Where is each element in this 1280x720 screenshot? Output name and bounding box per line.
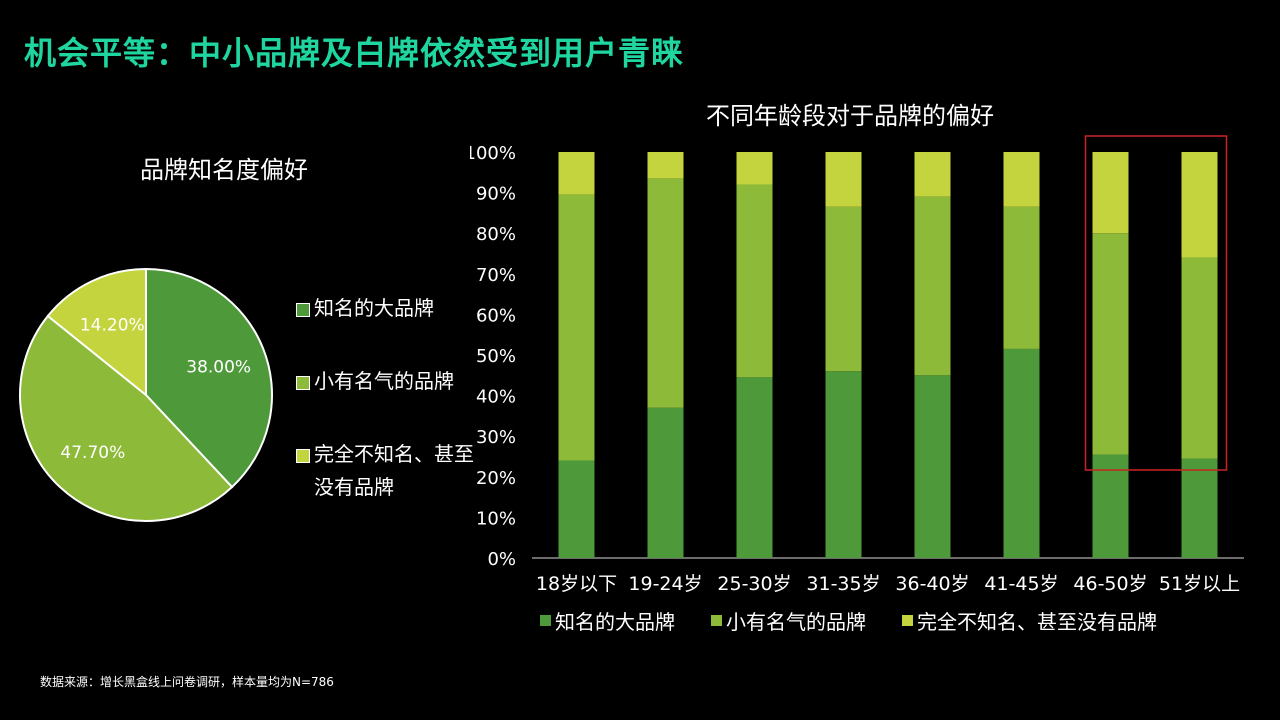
pie-legend-item-somewhat: 小有名气的品牌 xyxy=(296,365,476,398)
bar-segment-unknown xyxy=(1092,152,1129,234)
bar-segment-known xyxy=(825,371,862,558)
x-tick-label: 31-35岁 xyxy=(806,573,880,595)
bar-segment-somewhat xyxy=(1003,206,1040,349)
legend-swatch-known xyxy=(540,615,551,626)
bar-segment-unknown xyxy=(1181,152,1218,258)
bar-segment-known xyxy=(1092,454,1129,558)
bar-segment-unknown xyxy=(825,152,862,207)
bar-segment-somewhat xyxy=(1092,233,1129,455)
y-tick-label: 0% xyxy=(487,549,516,570)
pie-legend-label-known: 知名的大品牌 xyxy=(314,296,434,320)
y-tick-label: 70% xyxy=(476,265,516,286)
bar-segment-unknown xyxy=(558,152,595,195)
bar-segment-somewhat xyxy=(825,206,862,372)
bar-segment-known xyxy=(1181,458,1218,558)
y-tick-label: 100% xyxy=(470,143,516,164)
pie-slice-unknown xyxy=(46,267,147,398)
pie-legend-item-known: 知名的大品牌 xyxy=(296,292,476,325)
legend-swatch-known xyxy=(296,303,310,317)
y-tick-label: 40% xyxy=(476,387,516,408)
bar-segment-unknown xyxy=(736,152,773,185)
pie-legend-label-somewhat: 小有名气的品牌 xyxy=(314,369,454,393)
stacked-bar-chart: 0% 10% 20% 30% 40% 50% 60% 70% 80% 90% 100% 18岁以下 19… xyxy=(470,135,1244,595)
x-tick-label: 46-50岁 xyxy=(1073,573,1147,595)
y-tick-label: 60% xyxy=(476,305,516,326)
page-title: 机会平等：中小品牌及白牌依然受到用户青睐 xyxy=(24,34,685,72)
bar-segment-unknown xyxy=(914,152,951,197)
legend-swatch-somewhat xyxy=(296,376,310,390)
x-tick-label: 36-40岁 xyxy=(895,573,969,595)
y-tick-label: 80% xyxy=(476,224,516,245)
x-tick-label: 51岁以上 xyxy=(1159,573,1240,595)
highlight-box xyxy=(1084,135,1228,471)
bar-segment-known xyxy=(558,460,595,558)
bar-segment-somewhat xyxy=(1181,257,1218,459)
bar-segment-known xyxy=(647,407,684,558)
pie-legend-label-unknown: 完全不知名、甚至没有品牌 xyxy=(314,442,474,499)
y-tick-label: 30% xyxy=(476,427,516,448)
bar-segment-unknown xyxy=(647,152,684,179)
x-tick-label: 41-45岁 xyxy=(984,573,1058,595)
bar-segment-known xyxy=(736,377,773,558)
pie-chart-title: 品牌知名度偏好 xyxy=(140,156,308,184)
legend-swatch-unknown xyxy=(902,615,913,626)
bar-segment-known xyxy=(914,375,951,558)
x-tick-label: 18岁以下 xyxy=(536,573,617,595)
bar-segment-somewhat xyxy=(558,194,595,461)
bar-legend-item-unknown: 完全不知名、甚至没有品牌 xyxy=(902,606,1157,635)
bar-segment-somewhat xyxy=(736,184,773,378)
pie-data-label-known: 38.00% xyxy=(186,357,251,377)
bar-legend-label-unknown: 完全不知名、甚至没有品牌 xyxy=(917,610,1157,634)
bar-legend-item-somewhat: 小有名气的品牌 xyxy=(711,606,866,635)
bar-segment-somewhat xyxy=(914,196,951,376)
pie-data-label-unknown: 14.20% xyxy=(80,316,145,336)
legend-swatch-somewhat xyxy=(711,615,722,626)
pie-chart: 38.00% 47.70% 14.20% xyxy=(19,267,273,522)
bar-chart-title: 不同年龄段对于品牌的偏好 xyxy=(706,102,994,130)
bar-segment-unknown xyxy=(1003,152,1040,207)
y-tick-label: 10% xyxy=(476,508,516,529)
pie-legend-item-unknown: 完全不知名、甚至没有品牌 xyxy=(296,438,476,504)
data-source-note: 数据来源：增长黑盒线上问卷调研，样本量均为N=786 xyxy=(40,675,334,689)
y-tick-label: 90% xyxy=(476,184,516,205)
x-tick-label: 19-24岁 xyxy=(628,573,702,595)
pie-data-label-somewhat: 47.70% xyxy=(60,443,125,463)
pie-slice-somewhat xyxy=(19,314,234,522)
bar-legend: 知名的大品牌 小有名气的品牌 完全不知名、甚至没有品牌 xyxy=(540,606,1193,635)
pie-legend: 知名的大品牌 小有名气的品牌 完全不知名、甚至没有品牌 xyxy=(296,292,476,544)
bar-segment-known xyxy=(1003,348,1040,558)
x-tick-label: 25-30岁 xyxy=(717,573,791,595)
y-tick-label: 20% xyxy=(476,468,516,489)
bar-segment-somewhat xyxy=(647,178,684,408)
bar-legend-label-known: 知名的大品牌 xyxy=(555,610,675,634)
pie-slice-known xyxy=(145,267,273,489)
legend-swatch-unknown xyxy=(296,449,310,463)
bar-legend-label-somewhat: 小有名气的品牌 xyxy=(726,610,866,634)
bar-legend-item-known: 知名的大品牌 xyxy=(540,606,675,635)
y-tick-label: 50% xyxy=(476,346,516,367)
